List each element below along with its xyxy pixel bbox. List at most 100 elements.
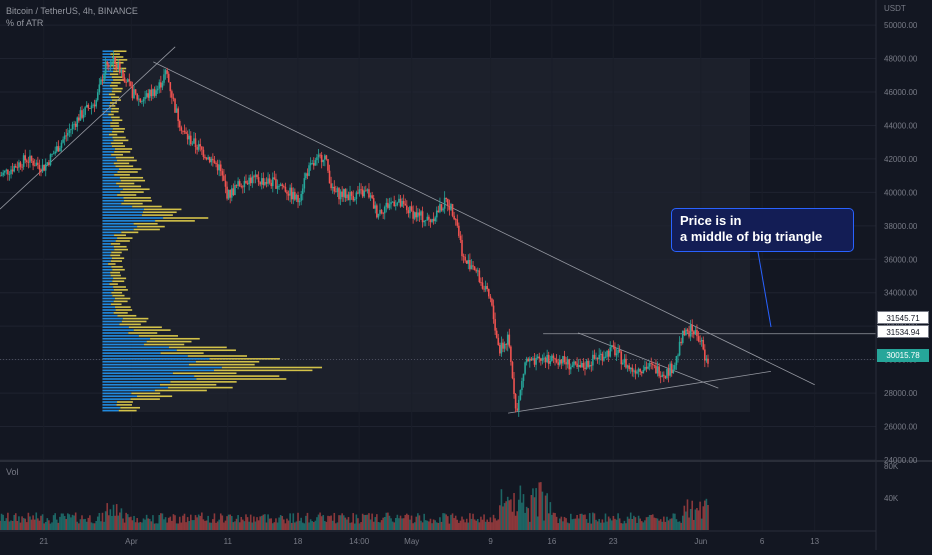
candle-body xyxy=(89,108,91,110)
volume-bar xyxy=(298,520,301,530)
candle-body xyxy=(234,185,236,196)
candle-body xyxy=(623,358,626,363)
candle-body xyxy=(404,203,407,206)
volume-bar xyxy=(133,515,135,530)
volume-bar xyxy=(648,515,651,530)
profile-bar-down xyxy=(119,185,142,188)
profile-bar-up xyxy=(102,317,123,320)
profile-bar-up xyxy=(102,145,112,147)
volume-bar xyxy=(237,515,239,530)
candle-body xyxy=(617,349,619,354)
candle-body xyxy=(683,330,686,335)
candle-body xyxy=(563,356,566,363)
candle-body xyxy=(609,347,612,357)
profile-bar-down xyxy=(110,243,121,245)
volume-bar xyxy=(260,515,263,530)
candle-body xyxy=(237,181,239,186)
profile-bar-up xyxy=(102,53,111,55)
volume-bar xyxy=(174,515,176,530)
volume-bar xyxy=(413,522,416,530)
candle-body xyxy=(13,166,15,172)
candle-body xyxy=(92,104,94,106)
annotation-callout[interactable]: Price is in a middle of big triangle xyxy=(671,208,854,252)
candle-body xyxy=(178,120,181,128)
candle-body xyxy=(175,108,178,113)
volume-bar xyxy=(565,518,567,530)
volume-bar xyxy=(678,521,681,530)
volume-bar xyxy=(522,494,525,530)
volume-bar xyxy=(30,519,33,530)
profile-bar-down xyxy=(111,107,119,110)
volume-bar xyxy=(352,513,355,530)
profile-bar-down xyxy=(141,214,173,216)
profile-bar-down xyxy=(143,208,182,211)
volume-bar xyxy=(625,523,627,530)
volume-bar xyxy=(650,514,653,530)
profile-bar-up xyxy=(102,326,129,329)
profile-bar-up xyxy=(102,176,120,179)
horizontal-levels xyxy=(0,333,876,360)
candle-body xyxy=(393,201,395,206)
candle-body xyxy=(49,154,52,166)
volume-bar xyxy=(680,522,682,530)
candle-body xyxy=(93,104,96,107)
volume-bar xyxy=(276,522,279,530)
volume-bar xyxy=(353,523,356,530)
candle-body xyxy=(281,184,284,186)
volume-bar xyxy=(283,519,285,530)
volume-bar xyxy=(19,522,22,530)
indicator-title[interactable]: % of ATR xyxy=(6,18,44,28)
profile-bar-up xyxy=(102,76,112,78)
volume-bar xyxy=(563,516,566,530)
candle-body xyxy=(648,363,651,367)
volume-bar xyxy=(489,517,492,530)
candle-body xyxy=(134,89,137,94)
candle-body xyxy=(380,209,383,214)
profile-bar-up xyxy=(102,84,110,87)
profile-bar-down xyxy=(155,220,195,222)
trendline xyxy=(508,370,771,414)
candle-body xyxy=(685,329,687,335)
volume-pane-label[interactable]: Vol xyxy=(6,467,19,477)
profile-bar-down xyxy=(109,283,118,285)
volume-bar xyxy=(148,518,151,530)
volume-bar xyxy=(119,512,121,530)
volume-bar xyxy=(48,520,50,530)
volume-bar xyxy=(22,518,25,530)
candle-body xyxy=(625,358,627,368)
candle-body xyxy=(590,364,593,366)
symbol-title[interactable]: Bitcoin / TetherUS, 4h, BINANCE xyxy=(6,6,138,16)
candle-body xyxy=(506,334,509,345)
candle-body xyxy=(54,151,56,154)
volume-bar xyxy=(232,522,235,530)
volume-bar xyxy=(14,513,17,530)
profile-bar-up xyxy=(102,277,114,280)
volume-bar xyxy=(402,518,405,530)
volume-bar xyxy=(147,518,150,530)
profile-bar-up xyxy=(102,346,169,349)
volume-bar xyxy=(126,514,129,530)
candle-body xyxy=(533,358,536,365)
volume-bar xyxy=(566,522,569,530)
candle-body xyxy=(557,362,559,365)
profile-bar-down xyxy=(111,153,123,156)
candle-body xyxy=(508,334,511,347)
volume-bar xyxy=(480,516,482,530)
volume-bar xyxy=(612,515,615,530)
candle-body xyxy=(312,163,315,166)
volume-bar xyxy=(510,499,512,530)
volume-bar xyxy=(393,522,395,530)
candle-body xyxy=(101,79,104,82)
profile-bar-up xyxy=(102,251,112,254)
profile-bar-down xyxy=(111,99,121,101)
candle-body xyxy=(218,164,220,171)
volume-bar xyxy=(557,523,559,530)
volume-bar xyxy=(2,514,4,530)
candle-body xyxy=(117,63,120,69)
candle-body xyxy=(659,376,662,378)
volume-bar xyxy=(607,516,610,530)
candle-body xyxy=(656,366,659,374)
volume-bar xyxy=(10,520,12,530)
candle-body xyxy=(424,220,427,221)
